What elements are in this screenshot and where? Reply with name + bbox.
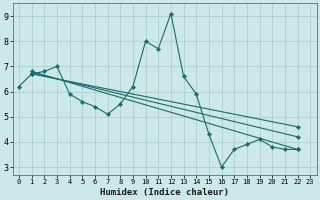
X-axis label: Humidex (Indice chaleur): Humidex (Indice chaleur) [100,188,229,197]
